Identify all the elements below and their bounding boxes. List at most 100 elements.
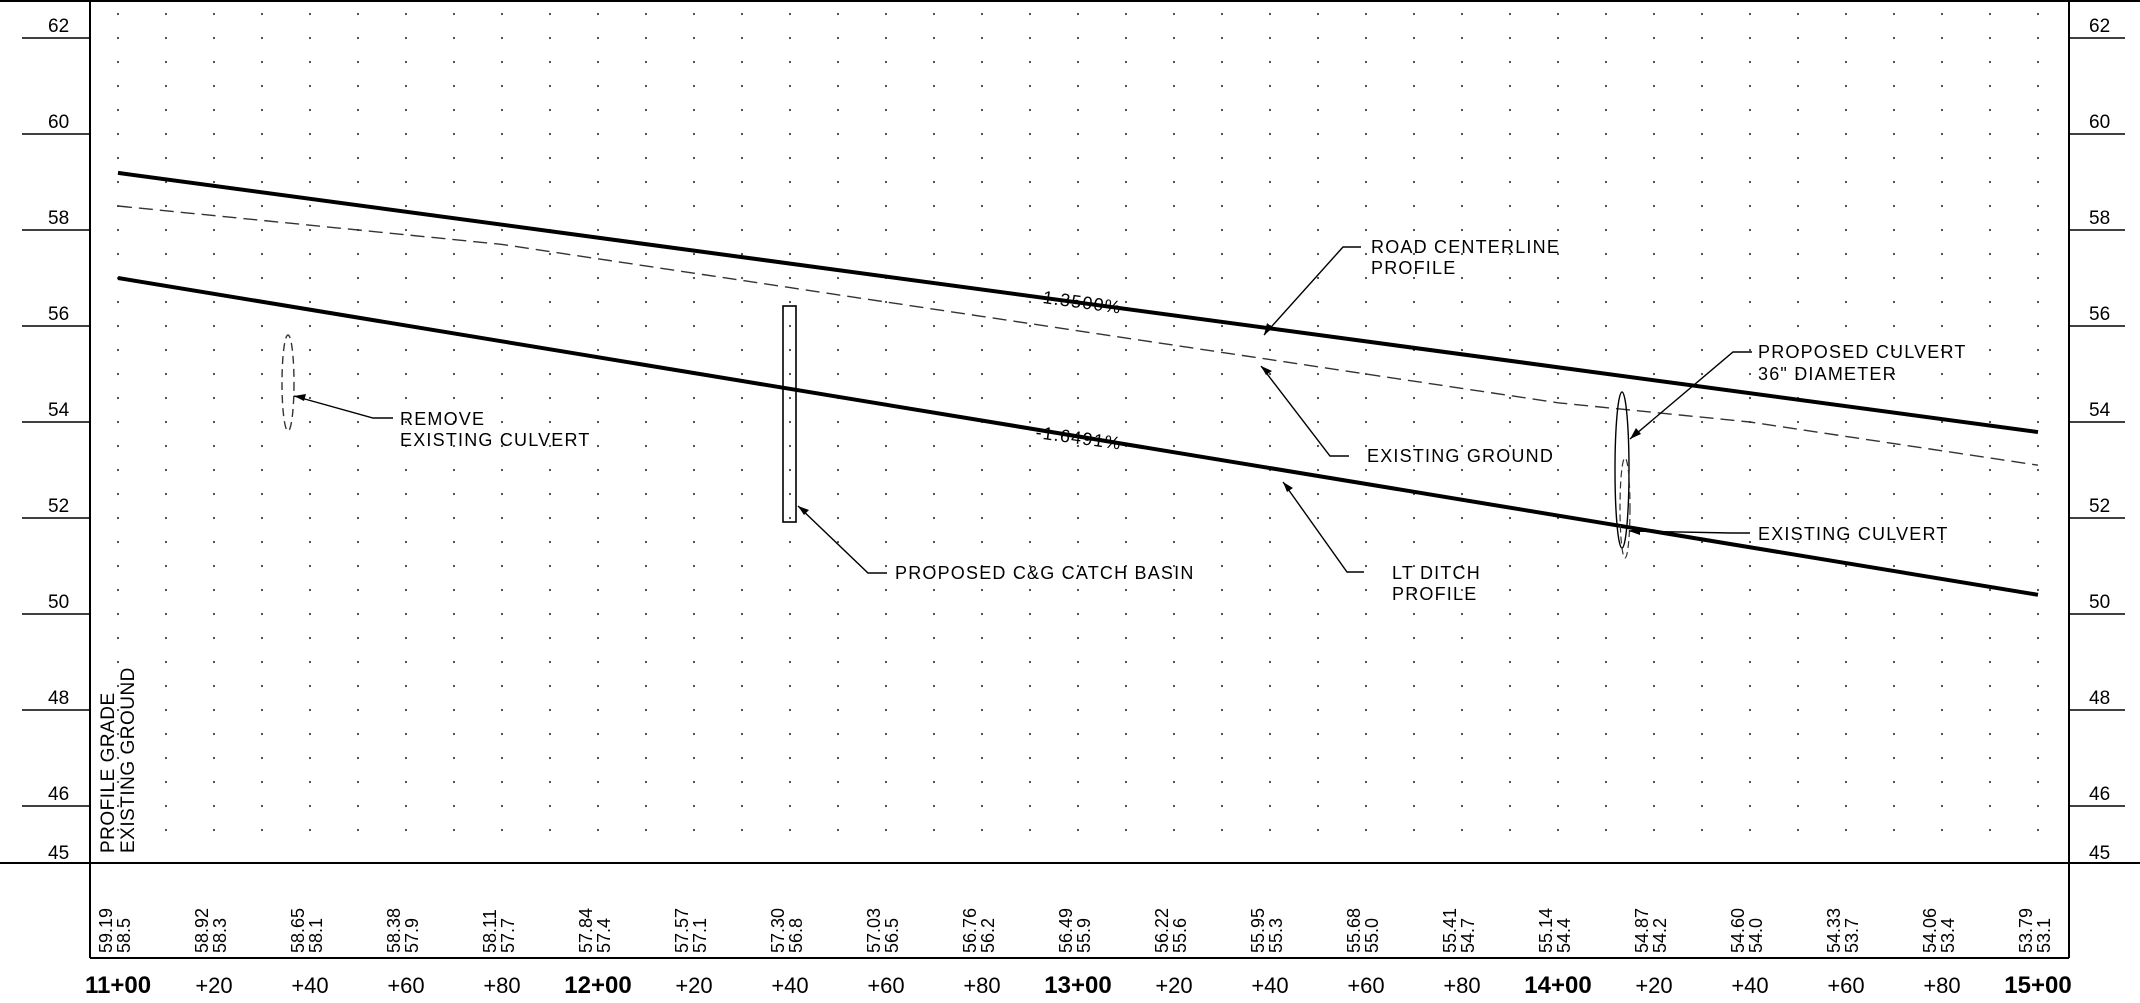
grid-dot — [1076, 516, 1080, 520]
grid-dot — [1700, 180, 1704, 184]
grid-dot — [1988, 516, 1992, 520]
profile-grade-value: 58.65 — [288, 908, 308, 953]
grid-dot — [980, 204, 984, 208]
grid-dot — [932, 564, 936, 568]
grid-dot — [692, 564, 696, 568]
grid-dot — [788, 732, 792, 736]
grid-dot — [1172, 84, 1176, 88]
grid-dot — [1412, 660, 1416, 664]
grid-dot — [404, 252, 408, 256]
grid-dot — [116, 228, 120, 232]
grid-dot — [932, 636, 936, 640]
profile-grade-value: 59.19 — [96, 908, 116, 953]
grid-dot — [1508, 204, 1512, 208]
grid-dot — [1940, 684, 1944, 688]
profile-grade-value: 58.11 — [480, 909, 500, 953]
grid-dot — [116, 684, 120, 688]
catch-basin-symbol — [782, 305, 797, 523]
grid-dot — [1892, 324, 1896, 328]
grid-dot — [692, 156, 696, 160]
grid-dot — [1508, 636, 1512, 640]
grid-dot — [1508, 420, 1512, 424]
grid-dot — [980, 636, 984, 640]
grid-dot — [1652, 804, 1656, 808]
grid-dot — [1748, 324, 1752, 328]
grid-dot — [1652, 252, 1656, 256]
grid-dot — [836, 564, 840, 568]
grid-dot — [740, 588, 744, 592]
grid-dot — [1076, 612, 1080, 616]
grid-dot — [1940, 276, 1944, 280]
grid-dot — [116, 756, 120, 760]
grid-dot — [644, 516, 648, 520]
grid-dot — [500, 492, 504, 496]
grid-dot — [1076, 420, 1080, 424]
grid-dot — [884, 372, 888, 376]
grid-dot — [980, 156, 984, 160]
grid-dot — [1172, 708, 1176, 712]
grid-dot — [1988, 180, 1992, 184]
profile-grade-value: 57.84 — [576, 908, 596, 953]
grid-dot — [1748, 660, 1752, 664]
grid-dot — [1604, 12, 1608, 16]
grid-dot — [788, 180, 792, 184]
grid-dot — [452, 684, 456, 688]
grid-dot — [1220, 60, 1224, 64]
grid-dot — [1844, 252, 1848, 256]
grid-dot — [1844, 348, 1848, 352]
grid-dot — [1604, 300, 1608, 304]
grid-dot — [1604, 756, 1608, 760]
grid-dot — [1172, 228, 1176, 232]
grid-dot — [788, 372, 792, 376]
grid-dot — [932, 108, 936, 112]
grid-dot — [1748, 540, 1752, 544]
grid-dot — [1412, 228, 1416, 232]
grid-dot — [644, 468, 648, 472]
grid-dot — [980, 84, 984, 88]
grid-dot — [1220, 804, 1224, 808]
road-leader-arrowhead — [1264, 323, 1273, 335]
grid-dot — [1028, 540, 1032, 544]
grid-dot — [1700, 492, 1704, 496]
grid-dot — [1652, 444, 1656, 448]
grid-dot — [1172, 324, 1176, 328]
grid-dot — [932, 756, 936, 760]
grid-dot — [1124, 300, 1128, 304]
grid-dot — [404, 636, 408, 640]
grid-dot — [980, 12, 984, 16]
catch-basin-leader — [797, 505, 887, 574]
grid-dot — [596, 324, 600, 328]
grid-dot — [1460, 276, 1464, 280]
grid-dot — [260, 660, 264, 664]
grid-dot — [740, 516, 744, 520]
grid-dot — [1124, 828, 1128, 832]
existing-ground-value: 54.4 — [1554, 918, 1574, 953]
grid-dot — [260, 732, 264, 736]
profile-grade-value: 56.49 — [1056, 908, 1076, 953]
grid-dot — [1076, 12, 1080, 16]
grid-dot — [1316, 612, 1320, 616]
existing-ground-value: 57.9 — [402, 918, 422, 953]
grid-dot — [1316, 492, 1320, 496]
grid-dot — [1268, 708, 1272, 712]
grid-dot — [1172, 300, 1176, 304]
grid-dot — [596, 372, 600, 376]
grid-dot — [1748, 780, 1752, 784]
grid-dot — [1412, 396, 1416, 400]
grid-dot — [884, 228, 888, 232]
grid-dot — [1652, 516, 1656, 520]
grid-dot — [596, 660, 600, 664]
grid-dot — [212, 396, 216, 400]
grid-dot — [500, 156, 504, 160]
grid-dot — [644, 804, 648, 808]
grid-dot — [1076, 492, 1080, 496]
grid-dot — [1988, 468, 1992, 472]
grid-dot — [1892, 804, 1896, 808]
grid-dot — [644, 324, 648, 328]
grid-dot — [980, 252, 984, 256]
grid-dot — [596, 60, 600, 64]
grid-dot — [1124, 732, 1128, 736]
grid-dot — [692, 492, 696, 496]
grid-dot — [1028, 60, 1032, 64]
grid-dot — [884, 444, 888, 448]
